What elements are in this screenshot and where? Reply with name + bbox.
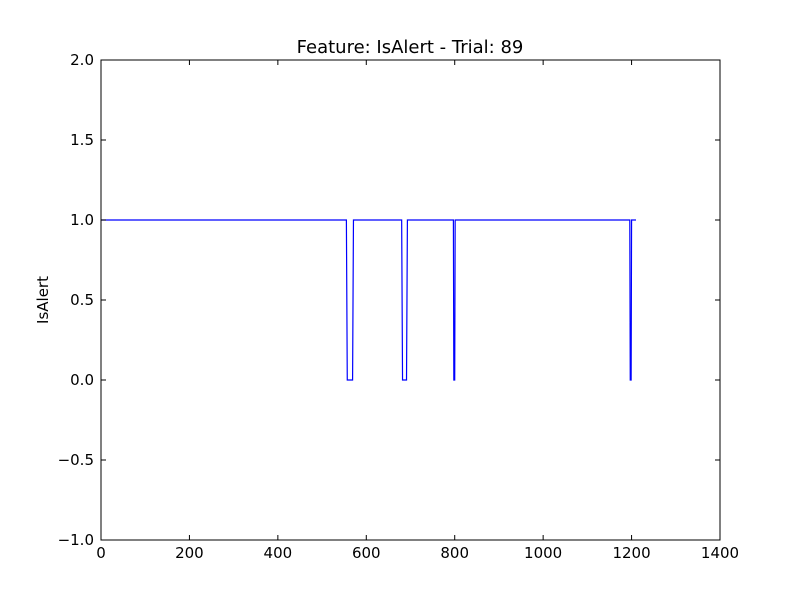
y-tick-label: −1.0	[58, 531, 94, 549]
y-tick-label: 1.5	[70, 131, 94, 149]
x-tick-label: 1400	[701, 544, 739, 562]
x-tick-label: 0	[96, 544, 106, 562]
plot-area: 0 200 400 600 800 1000 1200 1400 −1.0 −0.5 0.0 0.5 1…	[58, 51, 740, 562]
x-tick-label: 1000	[524, 544, 562, 562]
y-axis-label: IsAlert	[34, 276, 52, 324]
x-tick-label: 800	[440, 544, 469, 562]
y-tick-label: 0.0	[70, 371, 94, 389]
x-tick-label: 1200	[612, 544, 650, 562]
y-tick-label: 0.5	[70, 291, 94, 309]
y-tick-label: 1.0	[70, 211, 94, 229]
chart-title: Feature: IsAlert - Trial: 89	[297, 37, 524, 58]
x-tick-label: 200	[175, 544, 204, 562]
x-tick-label: 400	[264, 544, 293, 562]
series-line-0	[101, 219, 636, 381]
y-tick-label: −0.5	[58, 451, 94, 469]
y-tick-label: 2.0	[70, 51, 94, 69]
x-tick-label: 600	[352, 544, 381, 562]
